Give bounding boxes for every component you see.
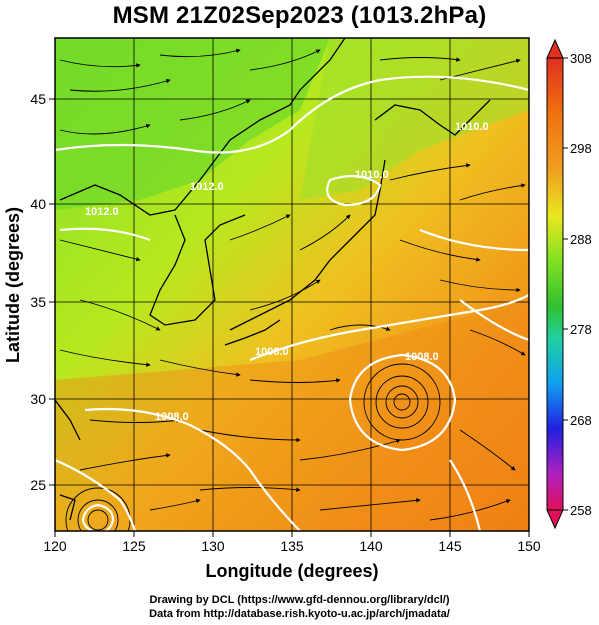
y-tick-label: 35: [30, 294, 46, 310]
isobar-label-5: 1008.0: [255, 346, 289, 358]
plot-area: [55, 38, 529, 531]
map-title: MSM 21Z02Sep2023 (1013.2hPa): [112, 2, 487, 29]
isobar-labels: 1008.0 1012.0 1010.0 1008.0 1008.0 1010.…: [85, 121, 489, 423]
isobar-label-3: 1010.0: [355, 169, 389, 181]
y-axis-label: Latitude (degrees): [3, 207, 23, 363]
x-tick-labels: 120 125 130 135 140 145 150: [43, 538, 541, 554]
colorbar-tick-label: 298: [570, 141, 592, 156]
colorbar-tick-label: 288: [570, 232, 592, 247]
streamlines: [59, 48, 526, 521]
x-tick-label: 140: [359, 538, 383, 554]
colorbar-tick-label: 268: [570, 413, 592, 428]
y-tick-label: 25: [30, 477, 46, 493]
coastlines: [55, 38, 491, 521]
x-tick-label: 130: [201, 538, 225, 554]
colorbar-bottom-arrow: [546, 509, 564, 530]
isobar-label-7: 1012.0: [190, 181, 224, 193]
colorbar-top-arrow: [546, 38, 564, 59]
x-tick-label: 135: [280, 538, 304, 554]
colorbar: 308 298 288 278 268 258: [546, 38, 592, 530]
x-tick-label: 150: [517, 538, 541, 554]
y-tick-label: 30: [30, 391, 46, 407]
x-axis-label: Longitude (degrees): [205, 561, 378, 581]
colorbar-tick-label: 278: [570, 322, 592, 337]
grid-lines: [55, 38, 529, 531]
isobar-label-6: 1010.0: [455, 121, 489, 133]
colorbar-tick-label: 258: [570, 503, 592, 518]
x-tick-label: 145: [438, 538, 462, 554]
footer-credit-dcl: Drawing by DCL (https://www.gfd-dennou.o…: [149, 594, 450, 606]
cyclone-circulation: [65, 363, 441, 531]
footer-credit-data: Data from http://database.rish.kyoto-u.a…: [149, 608, 450, 620]
isobar-label-4: 1008.0: [405, 351, 439, 363]
colorbar-gradient: [546, 57, 564, 511]
y-tick-labels: 45 40 35 30 25: [30, 91, 46, 493]
y-tick-label: 45: [30, 91, 46, 107]
isobars: [55, 75, 529, 531]
x-tick-label: 125: [122, 538, 146, 554]
y-tick-label: 40: [30, 196, 46, 212]
isobar-label-2: 1012.0: [85, 206, 119, 218]
tick-marks: [49, 98, 530, 537]
isobar-label-1: 1008.0: [155, 411, 189, 423]
x-tick-label: 120: [43, 538, 67, 554]
colorbar-tick-label: 308: [570, 51, 592, 66]
